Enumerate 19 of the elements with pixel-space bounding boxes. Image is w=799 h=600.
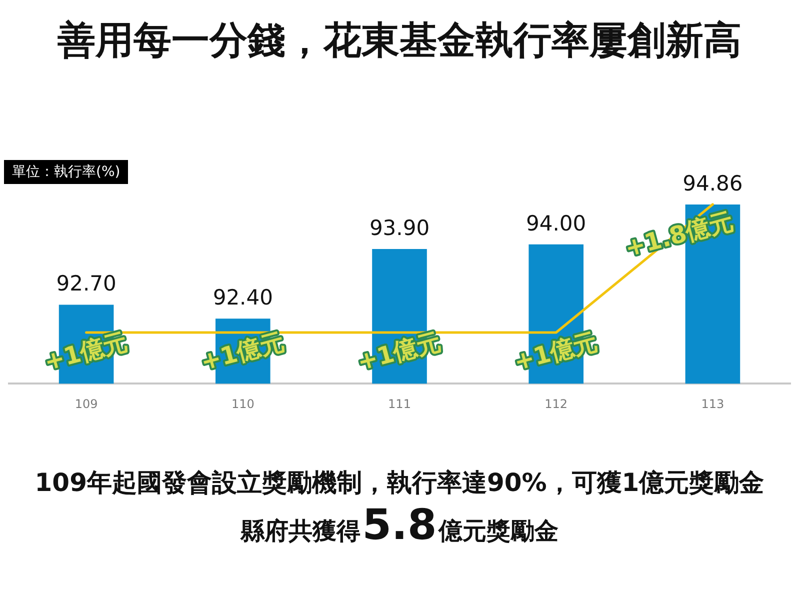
data-label: 94.86 [682, 171, 743, 196]
y-axis-title: 單位：執行率(%) [12, 164, 120, 180]
data-label: 92.40 [212, 286, 273, 310]
data-label: 92.70 [56, 272, 116, 296]
data-label: +1億元 [511, 327, 600, 376]
x-tick-label: 111 [388, 396, 411, 411]
x-tick-label: 113 [701, 396, 724, 411]
x-tick-label: 110 [231, 396, 254, 411]
chart-title: 善用每一分錢，花東基金執行率屢創新高 [58, 18, 742, 62]
data-label: +1.8億元 [622, 206, 736, 263]
data-label: 93.90 [369, 216, 430, 240]
x-tick-label: 109 [74, 396, 98, 411]
data-label: 94.00 [526, 211, 586, 236]
annotation: 縣府共獲得5.8億元獎勵金 [240, 500, 559, 549]
data-label: +1億元 [41, 327, 130, 376]
x-tick-label: 112 [544, 396, 568, 411]
annotation: 109年起國發會設立獎勵機制，執行率達90%，可獲1億元獎勵金 [34, 468, 764, 497]
data-label: +1億元 [354, 327, 444, 376]
data-label: +1億元 [198, 327, 288, 376]
